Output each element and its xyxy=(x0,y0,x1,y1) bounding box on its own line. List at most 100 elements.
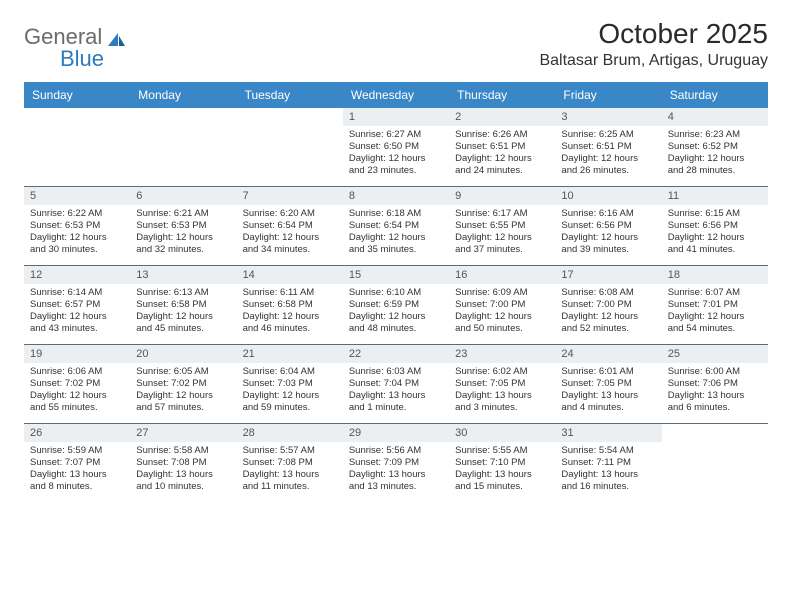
sunrise-text: Sunrise: 6:25 AM xyxy=(561,129,655,141)
day-number: 28 xyxy=(237,424,343,442)
daylight-text: Daylight: 12 hours and 43 minutes. xyxy=(30,311,124,335)
daylight-text: Daylight: 13 hours and 11 minutes. xyxy=(243,469,337,493)
calendar-cell: 27Sunrise: 5:58 AMSunset: 7:08 PMDayligh… xyxy=(130,424,236,502)
sunset-text: Sunset: 6:52 PM xyxy=(668,141,762,153)
day-info: Sunrise: 6:23 AMSunset: 6:52 PMDaylight:… xyxy=(662,126,768,183)
calendar-cell: 31Sunrise: 5:54 AMSunset: 7:11 PMDayligh… xyxy=(555,424,661,502)
daylight-text: Daylight: 13 hours and 10 minutes. xyxy=(136,469,230,493)
sunrise-text: Sunrise: 6:01 AM xyxy=(561,366,655,378)
calendar-cell: 7Sunrise: 6:20 AMSunset: 6:54 PMDaylight… xyxy=(237,187,343,265)
calendar-week-row: 12Sunrise: 6:14 AMSunset: 6:57 PMDayligh… xyxy=(24,265,768,344)
daylight-text: Daylight: 12 hours and 48 minutes. xyxy=(349,311,443,335)
sunset-text: Sunset: 6:59 PM xyxy=(349,299,443,311)
day-info: Sunrise: 5:58 AMSunset: 7:08 PMDaylight:… xyxy=(130,442,236,499)
sunrise-text: Sunrise: 6:15 AM xyxy=(668,208,762,220)
calendar-cell: 17Sunrise: 6:08 AMSunset: 7:00 PMDayligh… xyxy=(555,266,661,344)
calendar-week-row: 5Sunrise: 6:22 AMSunset: 6:53 PMDaylight… xyxy=(24,186,768,265)
calendar-cell: 24Sunrise: 6:01 AMSunset: 7:05 PMDayligh… xyxy=(555,345,661,423)
day-number: 26 xyxy=(24,424,130,442)
day-info: Sunrise: 6:17 AMSunset: 6:55 PMDaylight:… xyxy=(449,205,555,262)
location-subtitle: Baltasar Brum, Artigas, Uruguay xyxy=(539,52,768,70)
day-number: 20 xyxy=(130,345,236,363)
calendar-cell: 21Sunrise: 6:04 AMSunset: 7:03 PMDayligh… xyxy=(237,345,343,423)
sunset-text: Sunset: 6:50 PM xyxy=(349,141,443,153)
sunset-text: Sunset: 7:06 PM xyxy=(668,378,762,390)
sunrise-text: Sunrise: 6:21 AM xyxy=(136,208,230,220)
calendar-cell: 28Sunrise: 5:57 AMSunset: 7:08 PMDayligh… xyxy=(237,424,343,502)
sunrise-text: Sunrise: 6:16 AM xyxy=(561,208,655,220)
day-info: Sunrise: 6:07 AMSunset: 7:01 PMDaylight:… xyxy=(662,284,768,341)
sunset-text: Sunset: 6:56 PM xyxy=(668,220,762,232)
sunset-text: Sunset: 7:05 PM xyxy=(561,378,655,390)
sunrise-text: Sunrise: 6:07 AM xyxy=(668,287,762,299)
day-number: 4 xyxy=(662,108,768,126)
sunrise-text: Sunrise: 6:22 AM xyxy=(30,208,124,220)
sunset-text: Sunset: 7:09 PM xyxy=(349,457,443,469)
daylight-text: Daylight: 12 hours and 46 minutes. xyxy=(243,311,337,335)
day-number: 10 xyxy=(555,187,661,205)
day-number: 5 xyxy=(24,187,130,205)
day-number: 12 xyxy=(24,266,130,284)
weekday-header: Monday xyxy=(130,82,236,108)
sunset-text: Sunset: 6:58 PM xyxy=(243,299,337,311)
day-number: 7 xyxy=(237,187,343,205)
daylight-text: Daylight: 12 hours and 45 minutes. xyxy=(136,311,230,335)
daylight-text: Daylight: 12 hours and 28 minutes. xyxy=(668,153,762,177)
sunset-text: Sunset: 6:53 PM xyxy=(136,220,230,232)
page-header: GeneralBlue October 2025 Baltasar Brum, … xyxy=(24,18,768,72)
day-info: Sunrise: 6:13 AMSunset: 6:58 PMDaylight:… xyxy=(130,284,236,341)
day-info: Sunrise: 6:10 AMSunset: 6:59 PMDaylight:… xyxy=(343,284,449,341)
sunrise-text: Sunrise: 6:06 AM xyxy=(30,366,124,378)
sunrise-text: Sunrise: 5:55 AM xyxy=(455,445,549,457)
sunrise-text: Sunrise: 6:05 AM xyxy=(136,366,230,378)
month-title: October 2025 xyxy=(539,18,768,50)
calendar-cell: 23Sunrise: 6:02 AMSunset: 7:05 PMDayligh… xyxy=(449,345,555,423)
sunrise-text: Sunrise: 6:08 AM xyxy=(561,287,655,299)
sunrise-text: Sunrise: 6:11 AM xyxy=(243,287,337,299)
day-info: Sunrise: 5:59 AMSunset: 7:07 PMDaylight:… xyxy=(24,442,130,499)
day-number: 2 xyxy=(449,108,555,126)
day-info: Sunrise: 6:27 AMSunset: 6:50 PMDaylight:… xyxy=(343,126,449,183)
calendar-cell: 15Sunrise: 6:10 AMSunset: 6:59 PMDayligh… xyxy=(343,266,449,344)
day-number: 13 xyxy=(130,266,236,284)
sunrise-text: Sunrise: 6:23 AM xyxy=(668,129,762,141)
sunrise-text: Sunrise: 6:00 AM xyxy=(668,366,762,378)
sunset-text: Sunset: 6:57 PM xyxy=(30,299,124,311)
day-info: Sunrise: 6:22 AMSunset: 6:53 PMDaylight:… xyxy=(24,205,130,262)
sunset-text: Sunset: 7:02 PM xyxy=(30,378,124,390)
sunrise-text: Sunrise: 6:27 AM xyxy=(349,129,443,141)
day-number: 11 xyxy=(662,187,768,205)
day-info: Sunrise: 6:16 AMSunset: 6:56 PMDaylight:… xyxy=(555,205,661,262)
day-info: Sunrise: 6:03 AMSunset: 7:04 PMDaylight:… xyxy=(343,363,449,420)
day-info: Sunrise: 6:25 AMSunset: 6:51 PMDaylight:… xyxy=(555,126,661,183)
day-number: 30 xyxy=(449,424,555,442)
day-info: Sunrise: 6:02 AMSunset: 7:05 PMDaylight:… xyxy=(449,363,555,420)
day-info: Sunrise: 6:09 AMSunset: 7:00 PMDaylight:… xyxy=(449,284,555,341)
daylight-text: Daylight: 13 hours and 13 minutes. xyxy=(349,469,443,493)
calendar-cell: 30Sunrise: 5:55 AMSunset: 7:10 PMDayligh… xyxy=(449,424,555,502)
day-number: 21 xyxy=(237,345,343,363)
day-info: Sunrise: 5:55 AMSunset: 7:10 PMDaylight:… xyxy=(449,442,555,499)
logo-sail-icon xyxy=(106,29,126,47)
daylight-text: Daylight: 13 hours and 3 minutes. xyxy=(455,390,549,414)
daylight-text: Daylight: 13 hours and 16 minutes. xyxy=(561,469,655,493)
calendar-cell: . xyxy=(24,108,130,186)
sunrise-text: Sunrise: 6:20 AM xyxy=(243,208,337,220)
day-info: Sunrise: 6:11 AMSunset: 6:58 PMDaylight:… xyxy=(237,284,343,341)
calendar-cell: 3Sunrise: 6:25 AMSunset: 6:51 PMDaylight… xyxy=(555,108,661,186)
day-info: Sunrise: 6:18 AMSunset: 6:54 PMDaylight:… xyxy=(343,205,449,262)
logo: GeneralBlue xyxy=(24,24,126,72)
day-info: Sunrise: 5:57 AMSunset: 7:08 PMDaylight:… xyxy=(237,442,343,499)
sunset-text: Sunset: 7:02 PM xyxy=(136,378,230,390)
calendar-week-row: ...1Sunrise: 6:27 AMSunset: 6:50 PMDayli… xyxy=(24,108,768,186)
calendar-cell: 18Sunrise: 6:07 AMSunset: 7:01 PMDayligh… xyxy=(662,266,768,344)
daylight-text: Daylight: 13 hours and 6 minutes. xyxy=(668,390,762,414)
day-info: Sunrise: 6:00 AMSunset: 7:06 PMDaylight:… xyxy=(662,363,768,420)
sunset-text: Sunset: 7:04 PM xyxy=(349,378,443,390)
calendar-cell: 19Sunrise: 6:06 AMSunset: 7:02 PMDayligh… xyxy=(24,345,130,423)
sunrise-text: Sunrise: 5:56 AM xyxy=(349,445,443,457)
calendar-cell: 29Sunrise: 5:56 AMSunset: 7:09 PMDayligh… xyxy=(343,424,449,502)
day-info: Sunrise: 6:06 AMSunset: 7:02 PMDaylight:… xyxy=(24,363,130,420)
daylight-text: Daylight: 12 hours and 52 minutes. xyxy=(561,311,655,335)
daylight-text: Daylight: 13 hours and 1 minute. xyxy=(349,390,443,414)
